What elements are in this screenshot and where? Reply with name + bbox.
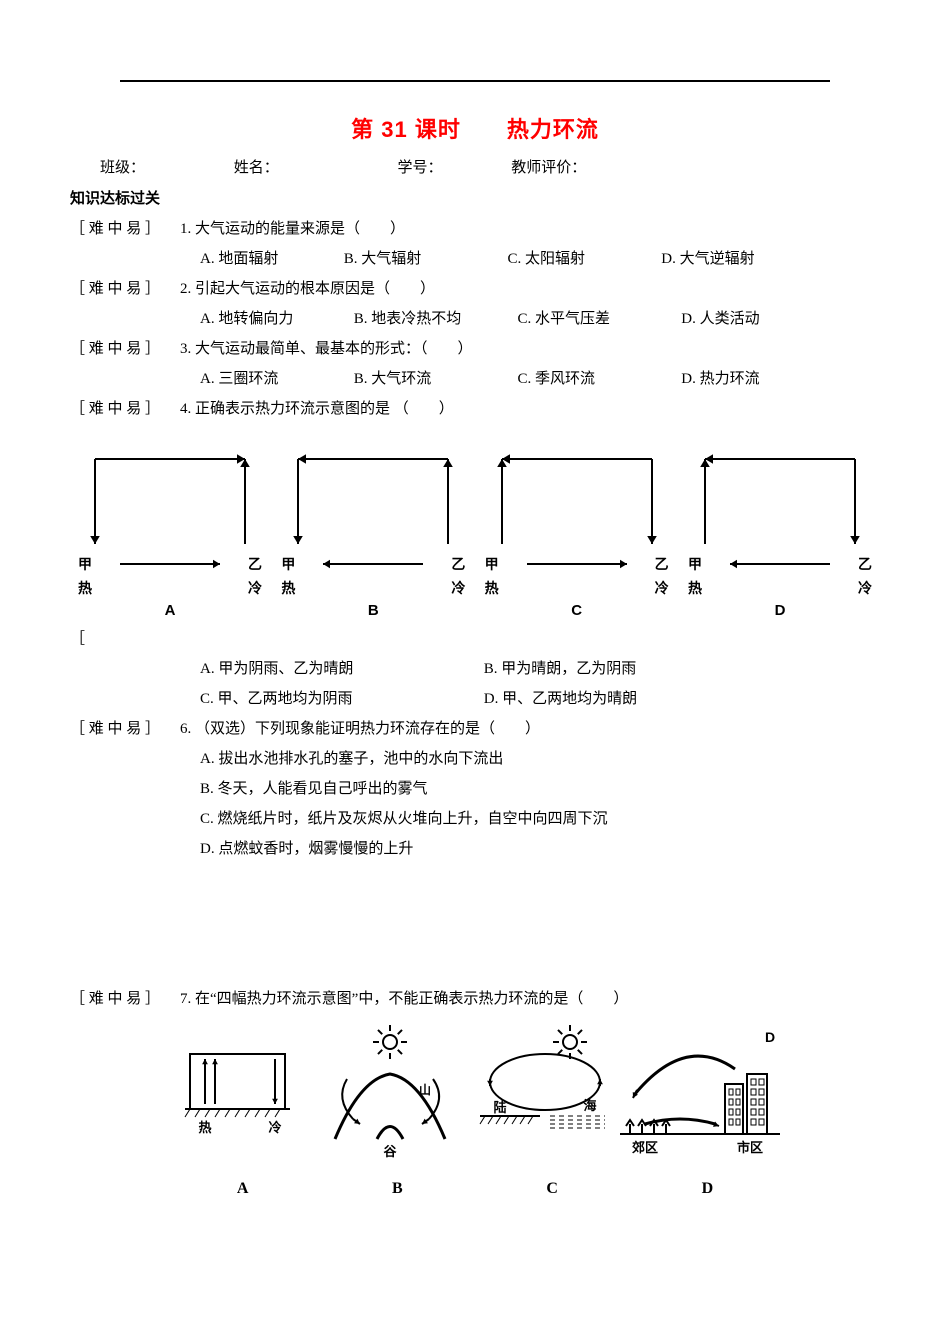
q3-stem: 3. 大气运动最简单、最基本的形式：（ ） [180, 341, 473, 357]
name-label: 姓名： [234, 156, 394, 177]
svg-text:山: 山 [419, 1082, 431, 1097]
q5-opt-b: B. 甲为晴朗，乙为阴雨 [484, 661, 637, 677]
q7-stem: 7. 在“四幅热力环流示意图”中，不能正确表示热力环流的是（ ） [180, 991, 628, 1007]
q2-opt-d: D. 人类活动 [681, 304, 759, 334]
q7-line: ［ 难 中 易 ］7. 在“四幅热力环流示意图”中，不能正确表示热力环流的是（ … [70, 984, 880, 1014]
q1-stem: 1. 大气运动的能量来源是（ ） [180, 221, 405, 237]
q2-opt-c: C. 水平气压差 [518, 304, 678, 334]
q4-line: ［ 难 中 易 ］4. 正确表示热力环流示意图的是 （ ） [70, 394, 880, 424]
q4-diagrams: 甲乙热冷A甲乙热冷B甲乙热冷C甲乙热冷D [70, 444, 880, 619]
q2-opt-b: B. 地表冷热不均 [354, 304, 514, 334]
q6-line: ［ 难 中 易 ］6. （双选）下列现象能证明热力环流存在的是（ ） [70, 714, 880, 744]
difficulty-tag: ［ 难 中 易 ］ [70, 984, 180, 1014]
difficulty-tag: ［ 难 中 易 ］ [70, 274, 180, 304]
worksheet-page: 第 31 课时 热力环流 班级： 姓名： 学号： 教师评价： 知识达标过关 ［ … [0, 0, 950, 1238]
q5-opt-c: C. 甲、乙两地均为阴雨 [200, 684, 480, 714]
q1-opt-d: D. 大气逆辐射 [661, 244, 754, 274]
q6-opt-d: D. 点燃蚊香时，烟雾慢慢的上升 [200, 834, 880, 864]
q6-stem: 6. （双选）下列现象能证明热力环流存在的是（ ） [180, 721, 540, 737]
q3-line: ［ 难 中 易 ］3. 大气运动最简单、最基本的形式：（ ） [70, 334, 880, 364]
q6-options: A. 拔出水池排水孔的塞子，池中的水向下流出 B. 冬天，人能看见自己呼出的雾气… [200, 744, 880, 864]
q3-options: A. 三圈环流 B. 大气环流 C. 季风环流 D. 热力环流 [200, 364, 880, 394]
q1-opt-a: A. 地面辐射 [200, 244, 340, 274]
class-label: 班级： [100, 156, 230, 177]
q4-diagram-cell: 甲乙热冷B [273, 444, 473, 619]
section-heading: 知识达标过关 [70, 187, 880, 208]
q7-label-a: A [237, 1180, 249, 1198]
q3-opt-b: B. 大气环流 [354, 364, 514, 394]
difficulty-tag: ［ 难 中 易 ］ [70, 214, 180, 244]
q1-line: ［ 难 中 易 ］1. 大气运动的能量来源是（ ） [70, 214, 880, 244]
svg-text:郊区: 郊区 [632, 1140, 658, 1155]
q2-stem: 2. 引起大气运动的根本原因是（ ） [180, 281, 435, 297]
q1-opt-c: C. 太阳辐射 [508, 244, 658, 274]
q6-opt-c: C. 燃烧纸片时，纸片及灰烬从火堆向上升，自空中向四周下沉 [200, 804, 880, 834]
q6-opt-b: B. 冬天，人能看见自己呼出的雾气 [200, 774, 880, 804]
q2-line: ［ 难 中 易 ］2. 引起大气运动的根本原因是（ ） [70, 274, 880, 304]
q5-line: ［ [70, 624, 880, 654]
q4-diagram-cell: 甲乙热冷C [477, 444, 677, 619]
lesson-title: 第 31 课时 热力环流 [70, 112, 880, 144]
svg-text:陆: 陆 [493, 1100, 506, 1115]
svg-text:冷: 冷 [268, 1120, 281, 1135]
difficulty-tag: ［ 难 中 易 ］ [70, 394, 180, 424]
q2-opt-a: A. 地转偏向力 [200, 304, 350, 334]
svg-text:海: 海 [583, 1098, 596, 1113]
top-rule [120, 80, 830, 82]
q5-prefix: ［ [70, 624, 94, 654]
student-info-line: 班级： 姓名： 学号： 教师评价： [100, 156, 880, 177]
q7-label-c: C [546, 1180, 558, 1198]
id-label: 学号： [398, 156, 508, 177]
q7-label-b: B [392, 1180, 403, 1198]
q1-options: A. 地面辐射 B. 大气辐射 C. 太阳辐射 D. 大气逆辐射 [200, 244, 880, 274]
q4-diagram-cell: 甲乙热冷A [70, 444, 270, 619]
q1-opt-b: B. 大气辐射 [344, 244, 504, 274]
teacher-eval-label: 教师评价： [511, 156, 586, 177]
q5-opt-d: D. 甲、乙两地均为晴朗 [484, 691, 637, 707]
difficulty-tag: ［ 难 中 易 ］ [70, 334, 180, 364]
q4-diagram-cell: 甲乙热冷D [680, 444, 880, 619]
q7-diagrams: 热 冷 山谷 陆 海 D 郊区 市区 A B C D [70, 1024, 880, 1198]
q3-opt-a: A. 三圈环流 [200, 364, 350, 394]
q3-opt-c: C. 季风环流 [518, 364, 678, 394]
q5-options: A. 甲为阴雨、乙为晴朗 B. 甲为晴朗，乙为阴雨 C. 甲、乙两地均为阴雨 D… [200, 654, 880, 714]
difficulty-tag: ［ 难 中 易 ］ [70, 714, 180, 744]
q5-opt-a: A. 甲为阴雨、乙为晴朗 [200, 654, 480, 684]
svg-text:热: 热 [198, 1120, 211, 1135]
q2-options: A. 地转偏向力 B. 地表冷热不均 C. 水平气压差 D. 人类活动 [200, 304, 880, 334]
svg-text:D: D [765, 1029, 775, 1045]
q3-opt-d: D. 热力环流 [681, 364, 759, 394]
svg-text:谷: 谷 [383, 1144, 397, 1159]
q6-opt-a: A. 拔出水池排水孔的塞子，池中的水向下流出 [200, 744, 880, 774]
q7-label-d: D [702, 1180, 714, 1198]
q4-stem: 4. 正确表示热力环流示意图的是 （ ） [180, 401, 454, 417]
svg-text:市区: 市区 [737, 1140, 763, 1155]
